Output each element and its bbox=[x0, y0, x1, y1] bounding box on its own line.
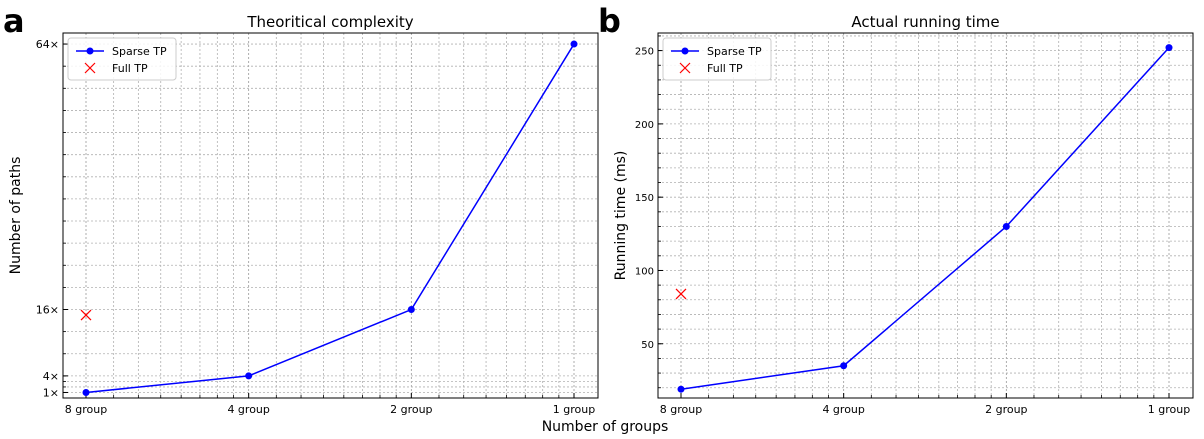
x-tick-label: 1 group bbox=[553, 403, 595, 416]
legend-marker-sparse-tp bbox=[681, 47, 689, 55]
y-tick-label: 50 bbox=[641, 340, 654, 351]
chart-title: Theoritical complexity bbox=[246, 13, 413, 31]
x-tick-label: 8 group bbox=[660, 403, 702, 416]
data-point-full-tp bbox=[675, 288, 687, 300]
data-point-sparse-tp bbox=[1002, 222, 1010, 230]
data-point-sparse-tp bbox=[570, 40, 578, 48]
legend-label-sparse-tp: Sparse TP bbox=[707, 45, 762, 58]
data-point-sparse-tp bbox=[1165, 44, 1173, 52]
chart-panel-b: 50 100 150 200 250 8 group 4 group 2 group 1 gro… bbox=[598, 2, 1194, 416]
legend-box bbox=[67, 37, 177, 81]
data-point-sparse-tp bbox=[840, 362, 848, 370]
plot-frame bbox=[657, 32, 1194, 399]
x-marker-stroke bbox=[675, 288, 687, 300]
y-tick-label: 1× bbox=[43, 386, 59, 399]
legend: Sparse TP Full TP bbox=[67, 37, 177, 81]
legend-label-full-tp: Full TP bbox=[707, 62, 743, 75]
y-tick-label: 200 bbox=[635, 120, 654, 131]
data-point-sparse-tp bbox=[245, 372, 253, 380]
y-tick-label: 16× bbox=[36, 304, 59, 317]
panel-label: a bbox=[3, 2, 25, 40]
series-line-sparse-tp bbox=[85, 43, 575, 394]
x-tick-label: 8 group bbox=[65, 403, 107, 416]
y-tick-label: 4× bbox=[43, 370, 59, 383]
chart-title: Actual running time bbox=[851, 13, 999, 31]
y-axis-label: Running time (ms) bbox=[613, 151, 629, 281]
y-axis-label: Number of paths bbox=[8, 157, 24, 275]
legend-marker-full-tp bbox=[679, 62, 691, 74]
y-tick-label: 150 bbox=[635, 193, 654, 204]
legend-label-sparse-tp: Sparse TP bbox=[112, 45, 167, 58]
x-marker-stroke bbox=[80, 309, 92, 321]
x-tick-label: 2 group bbox=[985, 403, 1027, 416]
data-point-sparse-tp bbox=[677, 385, 685, 393]
panel-label: b bbox=[598, 2, 621, 40]
series-line-sparse-tp bbox=[680, 47, 1170, 390]
y-tick-label: 100 bbox=[635, 266, 654, 277]
y-tick-label: 64× bbox=[36, 38, 59, 51]
x-tick-label: 4 group bbox=[227, 403, 269, 416]
y-tick-label: 250 bbox=[635, 47, 654, 58]
x-tick-label: 2 group bbox=[390, 403, 432, 416]
legend-box bbox=[662, 37, 772, 81]
data-point-full-tp bbox=[80, 309, 92, 321]
data-point-sparse-tp bbox=[407, 306, 415, 314]
legend-marker-full-tp bbox=[84, 62, 96, 74]
legend-label-full-tp: Full TP bbox=[112, 62, 148, 75]
grid bbox=[63, 33, 598, 398]
x-tick-label: 1 group bbox=[1148, 403, 1190, 416]
legend-marker-sparse-tp bbox=[86, 47, 94, 55]
chart-panel-a: 1× 4× 16× 64× 8 group 4 group 2 group 1 group Th… bbox=[3, 2, 599, 416]
legend: Sparse TP Full TP bbox=[662, 37, 772, 81]
grid bbox=[658, 33, 1193, 398]
data-point-sparse-tp bbox=[82, 388, 90, 396]
shared-x-axis-label: Number of groups bbox=[542, 419, 669, 435]
plot-frame bbox=[62, 32, 599, 399]
x-tick-label: 4 group bbox=[822, 403, 864, 416]
